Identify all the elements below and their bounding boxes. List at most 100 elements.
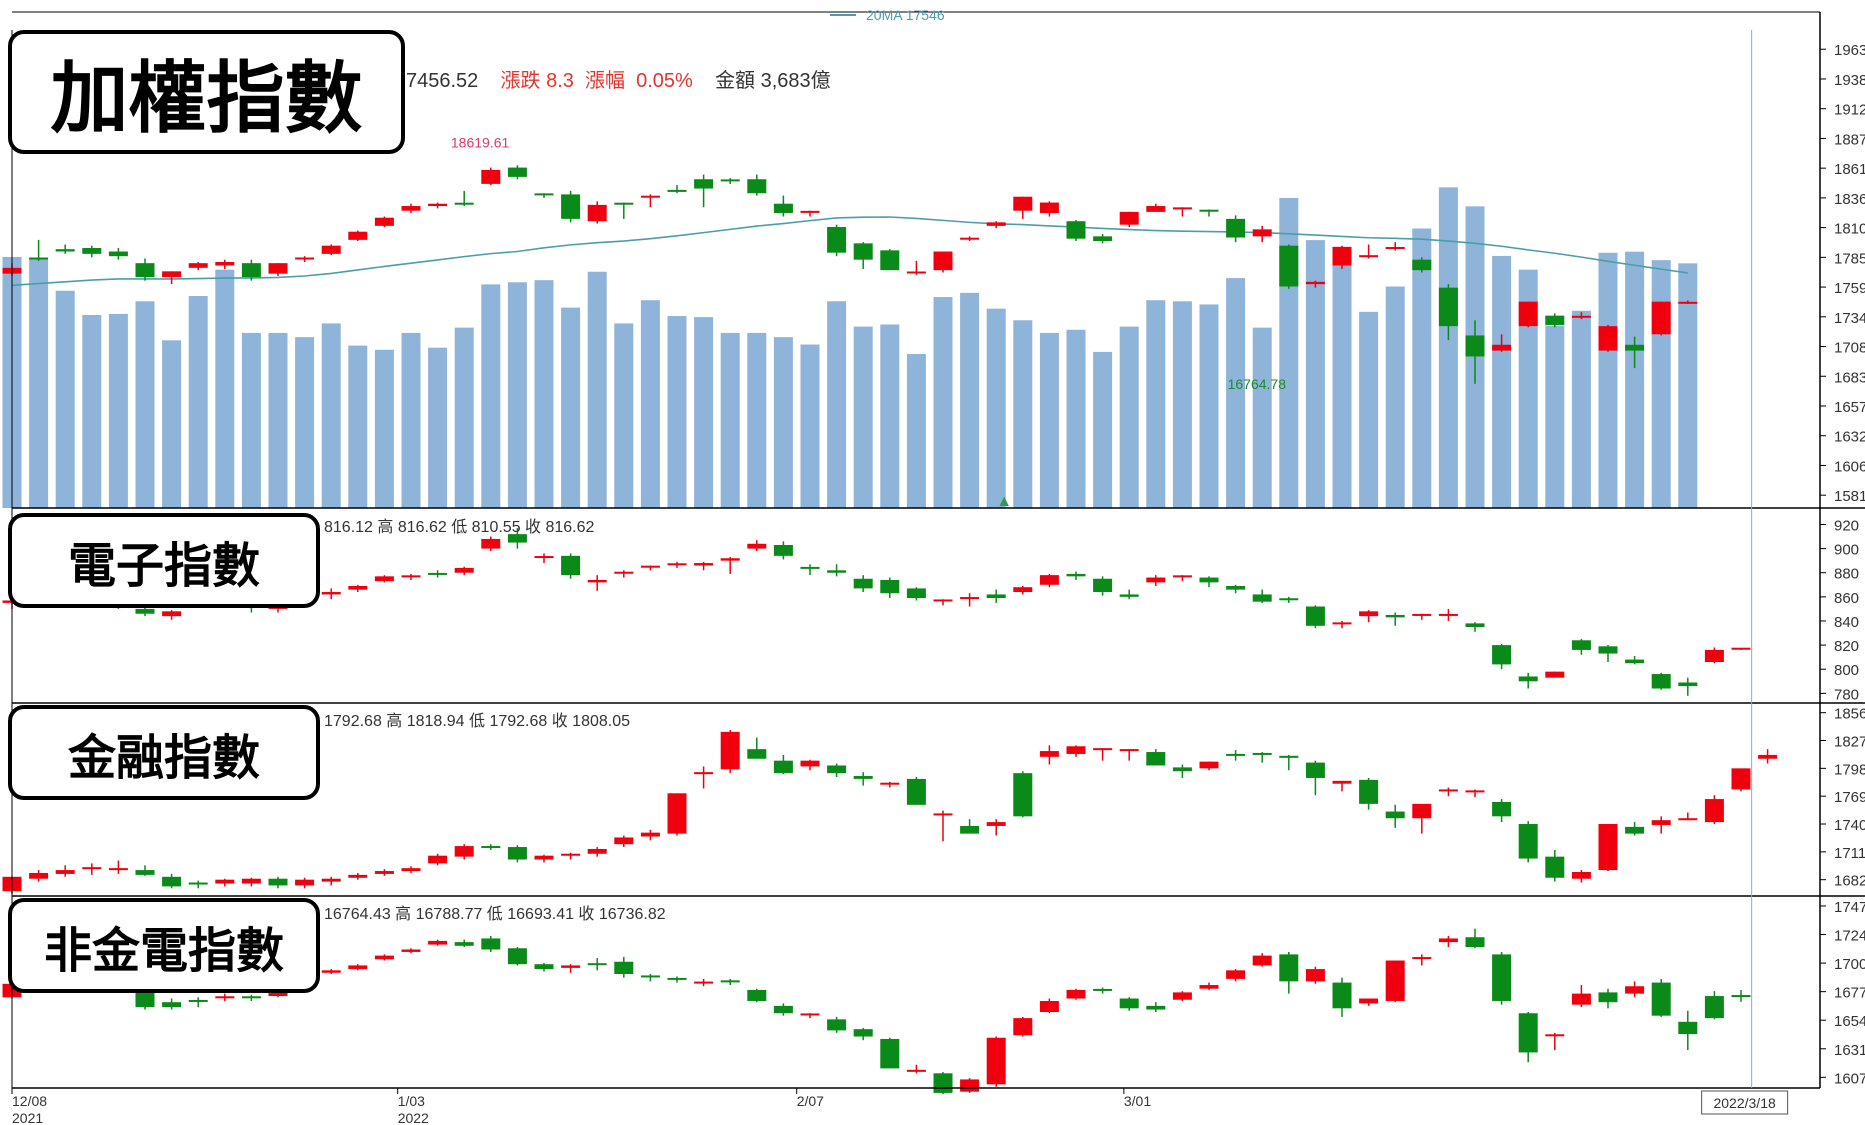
- candle-body: [880, 782, 900, 785]
- candle-body: [667, 793, 687, 834]
- candle-body: [587, 204, 607, 222]
- candle-body: [561, 194, 581, 219]
- y-tick-label: 1827: [1834, 734, 1865, 751]
- candle-body: [1093, 988, 1113, 991]
- volume-bar: [1385, 286, 1405, 508]
- candle-body: [1651, 820, 1671, 825]
- candle-body: [321, 878, 341, 882]
- finance-info: 1792.68 高 1818.94 低 1792.68 收 1808.05: [324, 713, 631, 730]
- candle-body: [1119, 998, 1139, 1009]
- volume-bar: [1119, 326, 1139, 508]
- candle-body: [933, 1073, 953, 1093]
- y-tick-label: 1856: [1834, 706, 1865, 723]
- candle-body: [1678, 682, 1698, 687]
- candle-body: [1172, 207, 1192, 210]
- candle-body: [1412, 803, 1432, 819]
- candle-body: [348, 231, 368, 240]
- high-annotation: 18619.61: [451, 135, 510, 151]
- volume-bar: [1252, 327, 1272, 508]
- candle-body: [1545, 1034, 1565, 1037]
- candle-body: [1518, 824, 1538, 859]
- candle-body: [401, 949, 421, 952]
- volume-bar: [268, 332, 288, 508]
- candle-body: [747, 989, 767, 1001]
- volume-bar: [348, 345, 368, 508]
- candle-body: [1731, 995, 1751, 998]
- candle-body: [1252, 752, 1272, 755]
- y-tick-label: 16065: [1834, 458, 1865, 475]
- candle-body: [827, 1019, 847, 1031]
- candle-body: [1226, 970, 1246, 979]
- volume-bar: [1571, 310, 1591, 508]
- candle-body: [1172, 992, 1192, 1000]
- finance-candles: [2, 729, 1778, 895]
- volume-bar: [215, 269, 235, 508]
- volume-bar: [481, 284, 501, 508]
- candle-body: [1013, 196, 1033, 211]
- volume-bar: [534, 280, 554, 508]
- volume-bar: [1545, 325, 1565, 508]
- candle-body: [640, 832, 660, 837]
- candle-body: [960, 825, 980, 834]
- candle-body: [614, 837, 634, 845]
- volume-bar: [401, 332, 421, 508]
- candle-body: [1013, 1018, 1033, 1036]
- candle-body: [1146, 752, 1166, 766]
- y-tick-label: 780: [1834, 686, 1859, 703]
- candle-body: [933, 251, 953, 271]
- volume-bar: [773, 337, 793, 508]
- candle-body: [1678, 818, 1698, 821]
- candle-body: [1146, 1005, 1166, 1010]
- candle-body: [960, 1079, 980, 1092]
- candle-body: [162, 611, 182, 617]
- candle-body: [640, 195, 660, 198]
- volume-bar: [853, 326, 873, 508]
- y-tick-label: 1711: [1834, 845, 1865, 862]
- candle-body: [561, 965, 581, 968]
- volume-bar: [1359, 311, 1379, 508]
- candle-body: [55, 249, 75, 252]
- volume-bar: [374, 349, 394, 508]
- y-tick-label: 19125: [1834, 102, 1865, 119]
- candle-body: [241, 996, 261, 999]
- candle-body: [428, 572, 448, 575]
- candle-body: [534, 193, 554, 196]
- y-tick-label: 19635: [1834, 42, 1865, 59]
- volume-bar: [162, 340, 182, 508]
- candle-body: [348, 874, 368, 878]
- volume-bar: [82, 314, 102, 508]
- volume-bar: [906, 354, 926, 508]
- candle-body: [1625, 344, 1645, 351]
- candle-body: [1465, 623, 1485, 628]
- taiex-info: 7456.52 漲跌 8.3 漲幅 0.05% 金額 3,683億: [406, 64, 831, 93]
- candle-body: [561, 555, 581, 576]
- candle-body: [507, 534, 527, 543]
- taiex-amount: 金額 3,683億: [715, 70, 831, 92]
- candle-body: [1332, 780, 1352, 784]
- y-tick-label: 17850: [1834, 250, 1865, 267]
- annotations: 18619.61 16764.78 ▲: [451, 135, 1286, 510]
- volume-bar: [1199, 304, 1219, 508]
- volume-bar: [1492, 255, 1512, 508]
- candle-body: [773, 203, 793, 214]
- candle-body: [1172, 575, 1192, 578]
- candle-body: [1492, 801, 1512, 817]
- candle-body: [162, 1002, 182, 1008]
- y-tick-label: 18105: [1834, 221, 1865, 238]
- candle-body: [1226, 585, 1246, 590]
- volume-bar: [720, 332, 740, 508]
- volume-bar: [694, 317, 714, 508]
- candle-body: [720, 179, 740, 182]
- candle-body: [1412, 957, 1432, 960]
- candle-body: [1066, 221, 1086, 239]
- volume-bar: [1093, 351, 1113, 508]
- current-date-box: [1701, 1090, 1789, 1115]
- volume-bar: [640, 300, 660, 508]
- candle-body: [1359, 998, 1379, 1004]
- candle-body: [1119, 749, 1139, 752]
- candle-body: [1199, 577, 1219, 583]
- y-tick-label: 18870: [1834, 131, 1865, 148]
- candle-body: [1438, 613, 1458, 616]
- candle-body: [906, 271, 926, 274]
